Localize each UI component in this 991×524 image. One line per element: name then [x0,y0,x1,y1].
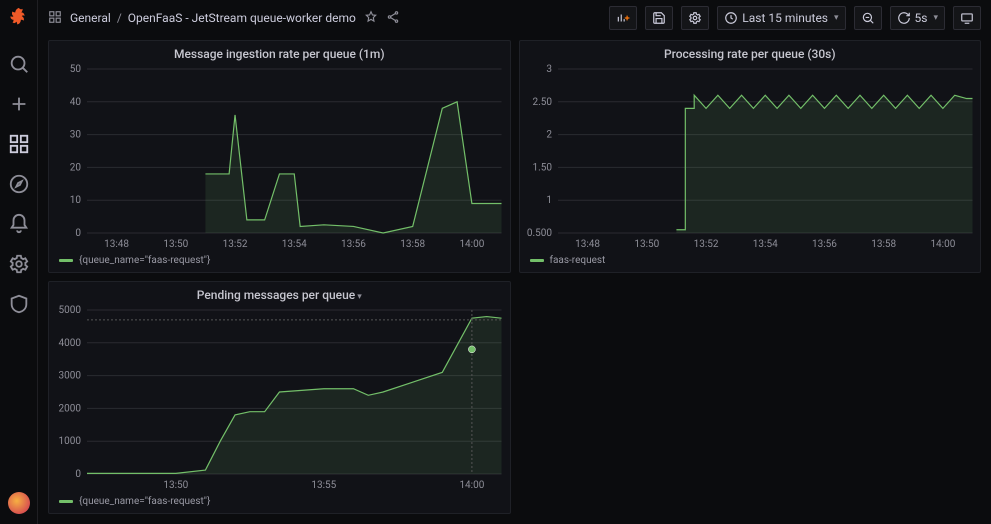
breadcrumb-page[interactable]: OpenFaaS - JetStream queue-worker demo [128,11,356,25]
legend: {queue_name="faas-request"} [49,251,510,272]
sidebar [0,0,38,524]
breadcrumb-sep: / [117,11,122,25]
svg-text:14:00: 14:00 [459,239,484,250]
chevron-down-icon: ▾ [834,13,839,23]
explore-icon[interactable] [8,173,30,195]
shield-icon[interactable] [8,293,30,315]
svg-text:0.500: 0.500 [526,228,551,239]
chevron-down-icon: ▾ [357,292,362,302]
svg-text:13:48: 13:48 [104,239,129,250]
legend-swatch [59,259,73,262]
dashboards-icon[interactable] [8,133,30,155]
svg-text:0: 0 [75,228,81,239]
svg-text:1: 1 [546,195,552,206]
legend-label[interactable]: faas-request [550,255,606,266]
settings-button[interactable] [681,6,709,30]
chart-pending[interactable]: 0 1000 2000 3000 4000 5000 13:50 13:55 14:00 [49,304,510,492]
tv-mode-button[interactable] [953,6,981,30]
svg-text:13:48: 13:48 [575,239,600,250]
svg-text:13:50: 13:50 [163,480,188,491]
svg-text:5000: 5000 [59,305,82,316]
svg-text:2000: 2000 [59,403,82,414]
svg-text:13:52: 13:52 [223,239,248,250]
panel-pending-messages: Pending messages per queue▾ 0 1000 2000 300… [48,281,511,514]
legend-swatch [59,500,73,503]
legend: {queue_name="faas-request"} [49,492,510,513]
avatar[interactable] [8,492,30,514]
search-icon[interactable] [8,53,30,75]
panel-title[interactable]: Pending messages per queue▾ [49,282,510,304]
add-panel-button[interactable] [609,6,637,30]
share-icon[interactable] [386,10,400,27]
panel-ingestion-rate: Message ingestion rate per queue (1m) 0 1… [48,40,511,273]
alert-icon[interactable] [8,213,30,235]
gear-icon[interactable] [8,253,30,275]
svg-text:4000: 4000 [59,338,82,349]
star-icon[interactable] [364,10,378,27]
svg-text:50: 50 [70,64,82,75]
breadcrumb-root[interactable]: General [70,11,111,25]
svg-text:13:56: 13:56 [341,239,366,250]
svg-text:40: 40 [70,97,82,108]
svg-text:10: 10 [70,195,82,206]
svg-text:13:54: 13:54 [752,239,777,250]
svg-text:13:54: 13:54 [282,239,307,250]
svg-text:13:58: 13:58 [400,239,425,250]
time-range-picker[interactable]: Last 15 minutes ▾ [717,6,845,30]
breadcrumb: General / OpenFaaS - JetStream queue-wor… [70,11,356,25]
legend-swatch [530,259,544,262]
grafana-logo-icon[interactable] [8,6,30,31]
chart-ingestion[interactable]: 0 10 20 30 40 50 13:48 13:50 13:52 13:54 13:56 13:5… [49,63,510,251]
save-button[interactable] [645,6,673,30]
svg-text:14:00: 14:00 [930,239,955,250]
chart-processing[interactable]: 0.500 1 1.50 2 2.50 3 13:48 13:50 13:52 13:54 13:5… [520,63,981,251]
svg-text:13:58: 13:58 [871,239,896,250]
panel-processing-rate: Processing rate per queue (30s) 0.500 1 1.… [519,40,982,273]
plus-icon[interactable] [8,93,30,115]
panel-title[interactable]: Message ingestion rate per queue (1m) [49,41,510,63]
svg-text:1000: 1000 [59,436,82,447]
chevron-down-icon: ▾ [933,13,938,23]
legend-label[interactable]: {queue_name="faas-request"} [79,255,210,266]
svg-text:14:00: 14:00 [459,480,484,491]
svg-text:20: 20 [70,162,82,173]
svg-text:30: 30 [70,130,82,141]
svg-text:13:50: 13:50 [634,239,659,250]
svg-text:3000: 3000 [59,371,82,382]
svg-text:3: 3 [546,64,552,75]
svg-text:1.50: 1.50 [532,162,552,173]
refresh-interval: 5s [915,11,928,25]
svg-text:2: 2 [546,130,552,141]
refresh-button[interactable]: 5s ▾ [890,6,945,30]
svg-text:13:55: 13:55 [311,480,336,491]
svg-text:13:52: 13:52 [693,239,718,250]
legend: faas-request [520,251,981,272]
topbar: General / OpenFaaS - JetStream queue-wor… [38,0,991,36]
legend-label[interactable]: {queue_name="faas-request"} [79,496,210,507]
svg-text:13:56: 13:56 [812,239,837,250]
svg-text:13:50: 13:50 [163,239,188,250]
time-range-label: Last 15 minutes [742,11,828,25]
svg-text:0: 0 [75,469,81,480]
zoom-out-button[interactable] [854,6,882,30]
dashboard-grid-icon [48,10,62,27]
svg-text:2.50: 2.50 [532,97,552,108]
panel-title[interactable]: Processing rate per queue (30s) [520,41,981,63]
